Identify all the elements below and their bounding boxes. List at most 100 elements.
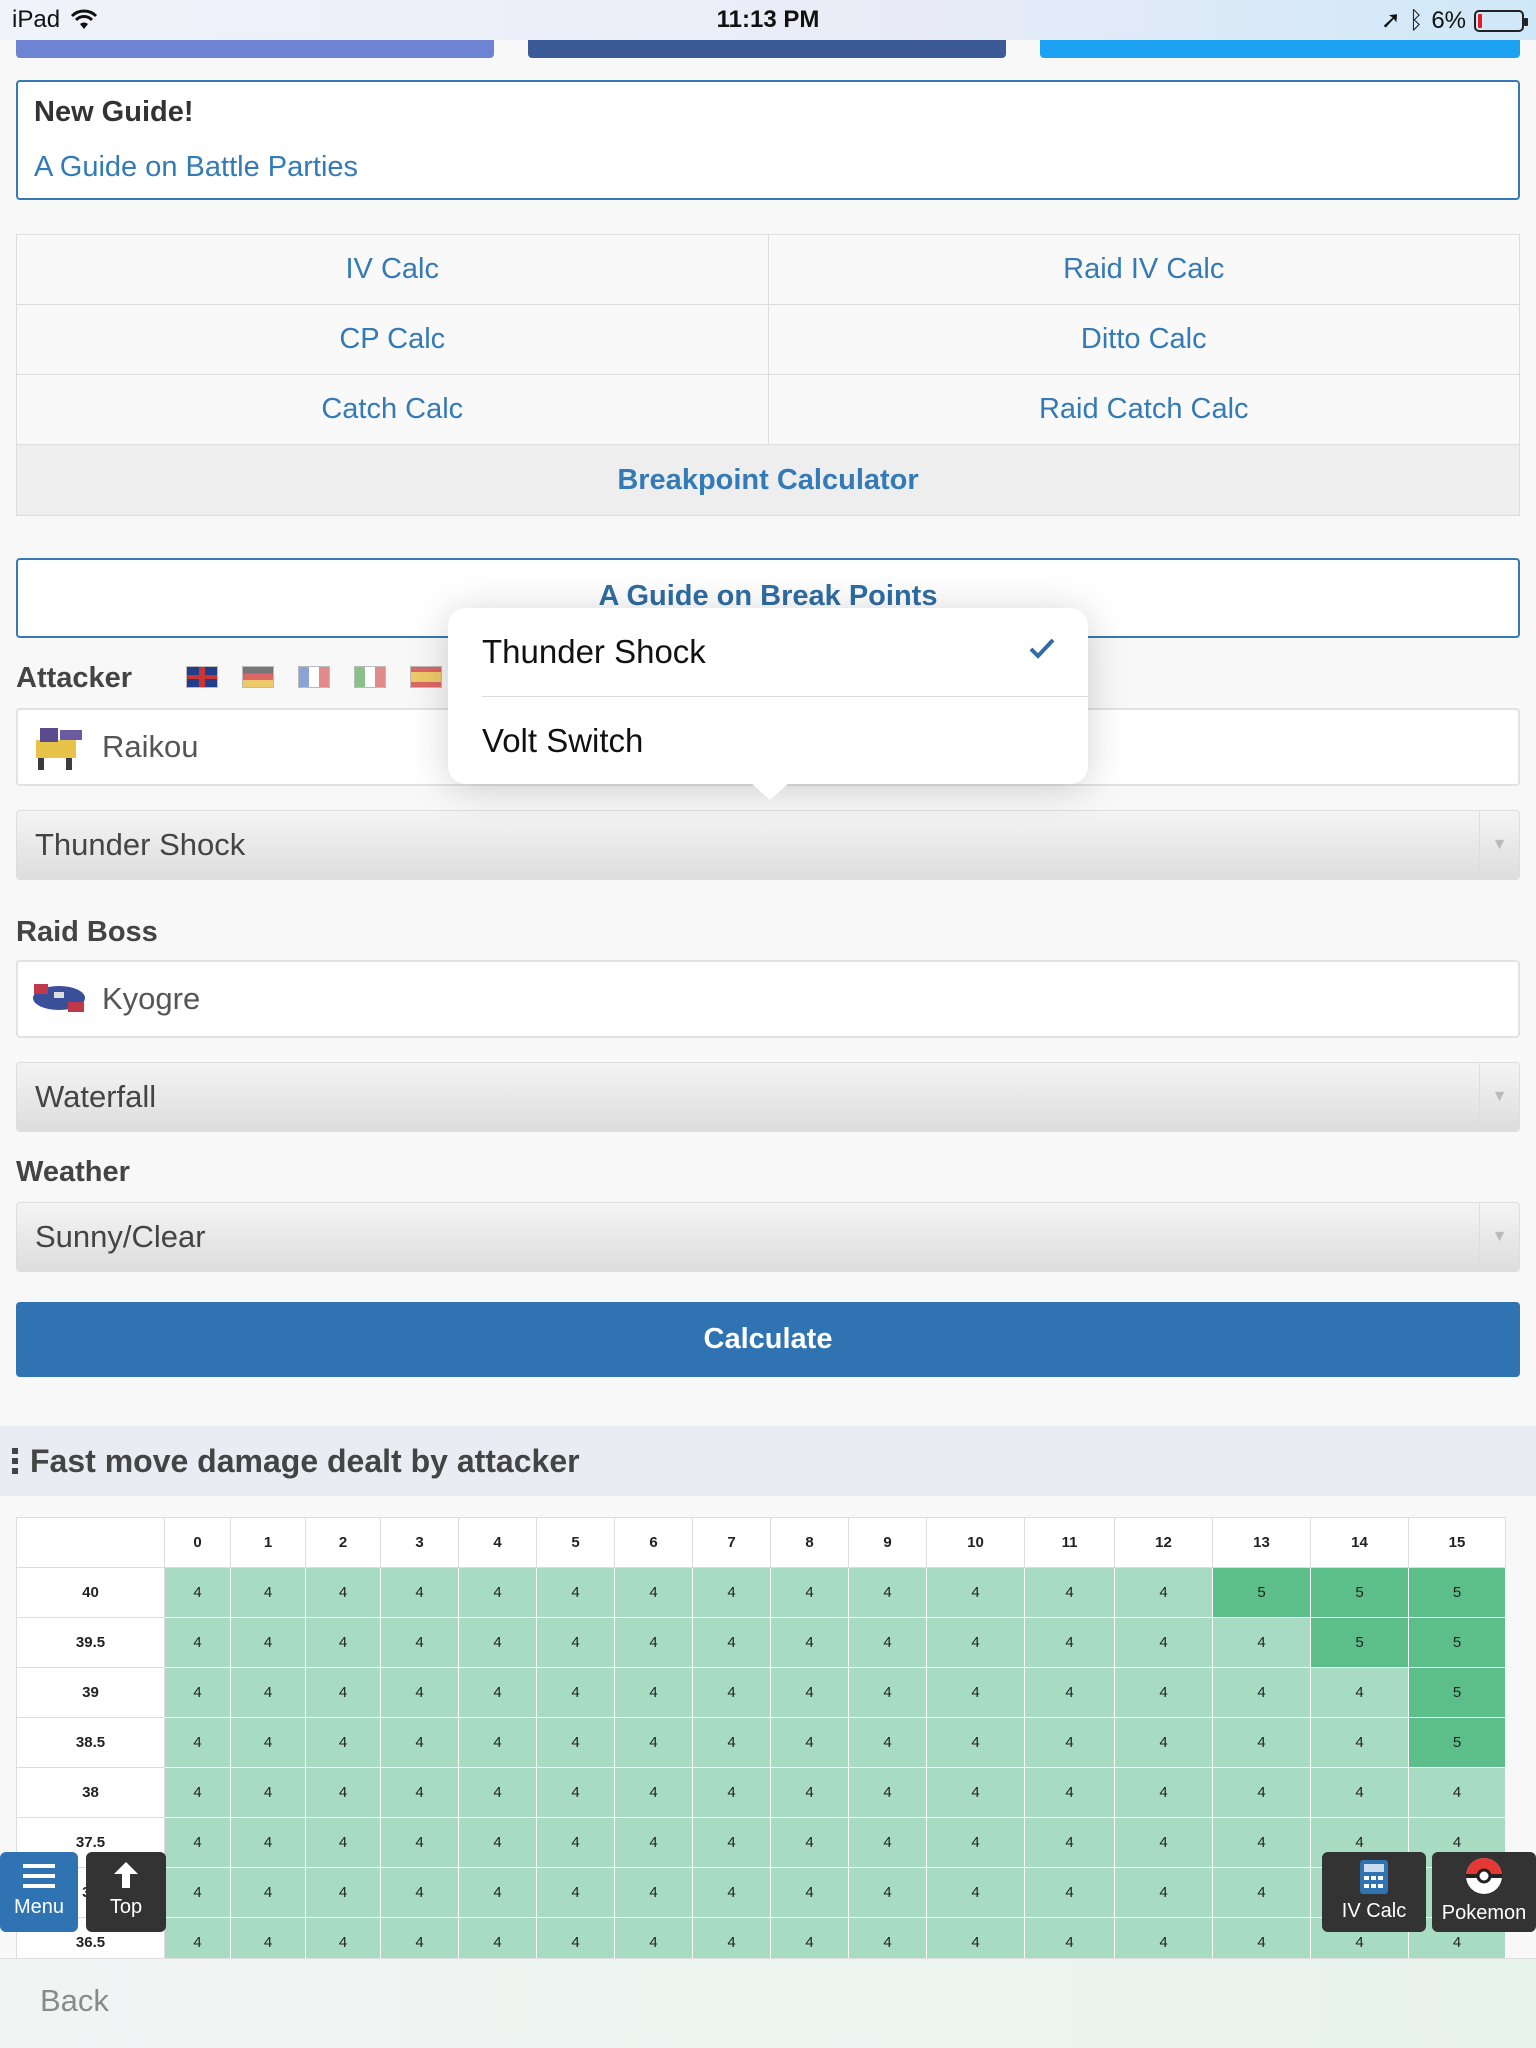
top-label: Top (109, 1896, 143, 1918)
damage-cell: 4 (1024, 1667, 1115, 1718)
nav-breakpoint-calculator[interactable]: Breakpoint Calculator (17, 445, 1519, 515)
damage-cell: 4 (458, 1817, 537, 1868)
menu-button[interactable]: Menu (0, 1852, 78, 1932)
nav-iv-calc[interactable]: IV Calc (17, 235, 768, 304)
iv-column-header: 9 (848, 1517, 927, 1568)
top-button-left[interactable] (16, 40, 494, 58)
damage-cell: 4 (305, 1617, 381, 1668)
raid-boss-move-select[interactable]: Waterfall ▼ (16, 1062, 1520, 1132)
attacker-pokemon-name: Raikou (102, 729, 199, 764)
weather-label: Weather (16, 1156, 130, 1188)
damage-cell: 4 (380, 1667, 459, 1718)
damage-cell: 4 (305, 1667, 381, 1718)
french-flag-icon[interactable] (298, 666, 330, 688)
iv-column-header: 8 (770, 1517, 849, 1568)
menu-label: Menu (13, 1896, 65, 1918)
iv-column-header: 1 (230, 1517, 306, 1568)
damage-cell: 4 (164, 1717, 231, 1768)
damage-cell: 4 (164, 1767, 231, 1818)
damage-cell: 4 (458, 1567, 537, 1618)
move-picker-popover: Thunder Shock Volt Switch (448, 608, 1088, 800)
wifi-icon (70, 9, 98, 29)
pokemon-float-button[interactable]: Pokemon (1432, 1852, 1536, 1932)
raid-boss-move-value: Waterfall (35, 1079, 157, 1114)
option-thunder-shock[interactable]: Thunder Shock (448, 608, 1088, 696)
damage-cell: 4 (1024, 1817, 1115, 1868)
iv-column-header: 13 (1212, 1517, 1311, 1568)
back-button[interactable]: Back (40, 1983, 109, 2018)
weather-select[interactable]: Sunny/Clear ▼ (16, 1202, 1520, 1272)
attacker-fast-move-select[interactable]: Thunder Shock ▼ (16, 810, 1520, 880)
uk-flag-icon[interactable] (186, 666, 218, 688)
damage-cell: 4 (1114, 1767, 1213, 1818)
option-label: Volt Switch (482, 721, 644, 759)
damage-cell: 4 (380, 1567, 459, 1618)
damage-cell: 4 (1114, 1717, 1213, 1768)
damage-cell: 4 (1024, 1717, 1115, 1768)
nav-ditto-calc[interactable]: Ditto Calc (767, 305, 1519, 374)
attacker-move-value: Thunder Shock (35, 827, 246, 862)
pokemon-label: Pokemon (1441, 1902, 1527, 1924)
nav-raid-catch-calc[interactable]: Raid Catch Calc (767, 375, 1519, 444)
damage-cell: 4 (536, 1717, 615, 1768)
damage-cell: 4 (1212, 1767, 1311, 1818)
level-cell: 38 (16, 1767, 165, 1818)
damage-cell: 4 (380, 1867, 459, 1918)
option-label: Thunder Shock (482, 633, 706, 670)
damage-cell: 4 (692, 1567, 771, 1618)
chevron-down-icon: ▼ (1479, 1203, 1519, 1271)
italian-flag-icon[interactable] (354, 666, 386, 688)
damage-cell: 4 (536, 1567, 615, 1618)
level-cell: 38.5 (16, 1717, 165, 1768)
damage-cell: 4 (230, 1567, 306, 1618)
damage-cell: 4 (770, 1817, 849, 1868)
back-bar: Back (0, 1958, 1536, 2048)
damage-cell: 4 (1114, 1867, 1213, 1918)
damage-cell: 4 (1408, 1767, 1506, 1818)
damage-cell: 4 (305, 1817, 381, 1868)
chevron-down-icon: ▼ (1479, 1063, 1519, 1131)
damage-cell: 4 (770, 1567, 849, 1618)
iv-column-header: 3 (380, 1517, 459, 1568)
damage-cell: 4 (305, 1767, 381, 1818)
option-volt-switch[interactable]: Volt Switch (482, 696, 1088, 784)
raid-boss-pokemon-input[interactable]: Kyogre (16, 960, 1520, 1038)
top-button[interactable]: Top (86, 1852, 166, 1932)
level-cell: 39 (16, 1667, 165, 1718)
damage-cell: 4 (848, 1767, 927, 1818)
corner-header-cell (16, 1517, 165, 1568)
table-row: 38.5 4 4 4 4 4 4 4 4 4 4 4 4 4 4 4 5 (16, 1717, 1506, 1768)
level-cell: 39.5 (16, 1617, 165, 1668)
damage-cell: 4 (614, 1717, 693, 1768)
new-guide-title: New Guide! (34, 96, 194, 128)
nav-catch-calc[interactable]: Catch Calc (17, 375, 768, 444)
damage-cell: 4 (1212, 1617, 1311, 1668)
battery-icon (1474, 9, 1528, 32)
german-flag-icon[interactable] (242, 666, 274, 688)
damage-cell: 4 (230, 1817, 306, 1868)
damage-cell: 4 (926, 1817, 1025, 1868)
pokeball-icon (1466, 1858, 1502, 1894)
language-flags (186, 666, 442, 688)
damage-cell: 4 (848, 1667, 927, 1718)
iv-column-header: 7 (692, 1517, 771, 1568)
damage-cell: 4 (848, 1617, 927, 1668)
damage-cell: 4 (770, 1617, 849, 1668)
weather-value: Sunny/Clear (35, 1219, 206, 1254)
damage-cell: 4 (458, 1717, 537, 1768)
damage-cell: 4 (1212, 1817, 1311, 1868)
damage-cell: 4 (380, 1817, 459, 1868)
damage-cell: 4 (926, 1567, 1025, 1618)
nav-raid-iv-calc[interactable]: Raid IV Calc (767, 235, 1519, 304)
nav-cp-calc[interactable]: CP Calc (17, 305, 768, 374)
battle-parties-link[interactable]: A Guide on Battle Parties (34, 151, 359, 183)
damage-cell: 4 (1212, 1667, 1311, 1718)
damage-cell: 4 (305, 1717, 381, 1768)
iv-calc-float-button[interactable]: IV Calc (1322, 1852, 1426, 1932)
calculate-button[interactable]: Calculate (16, 1302, 1520, 1377)
top-button-middle[interactable] (528, 40, 1006, 58)
damage-cell: 4 (614, 1817, 693, 1868)
top-button-right[interactable] (1040, 40, 1520, 58)
spanish-flag-icon[interactable] (410, 666, 442, 688)
damage-cell: 4 (458, 1667, 537, 1718)
